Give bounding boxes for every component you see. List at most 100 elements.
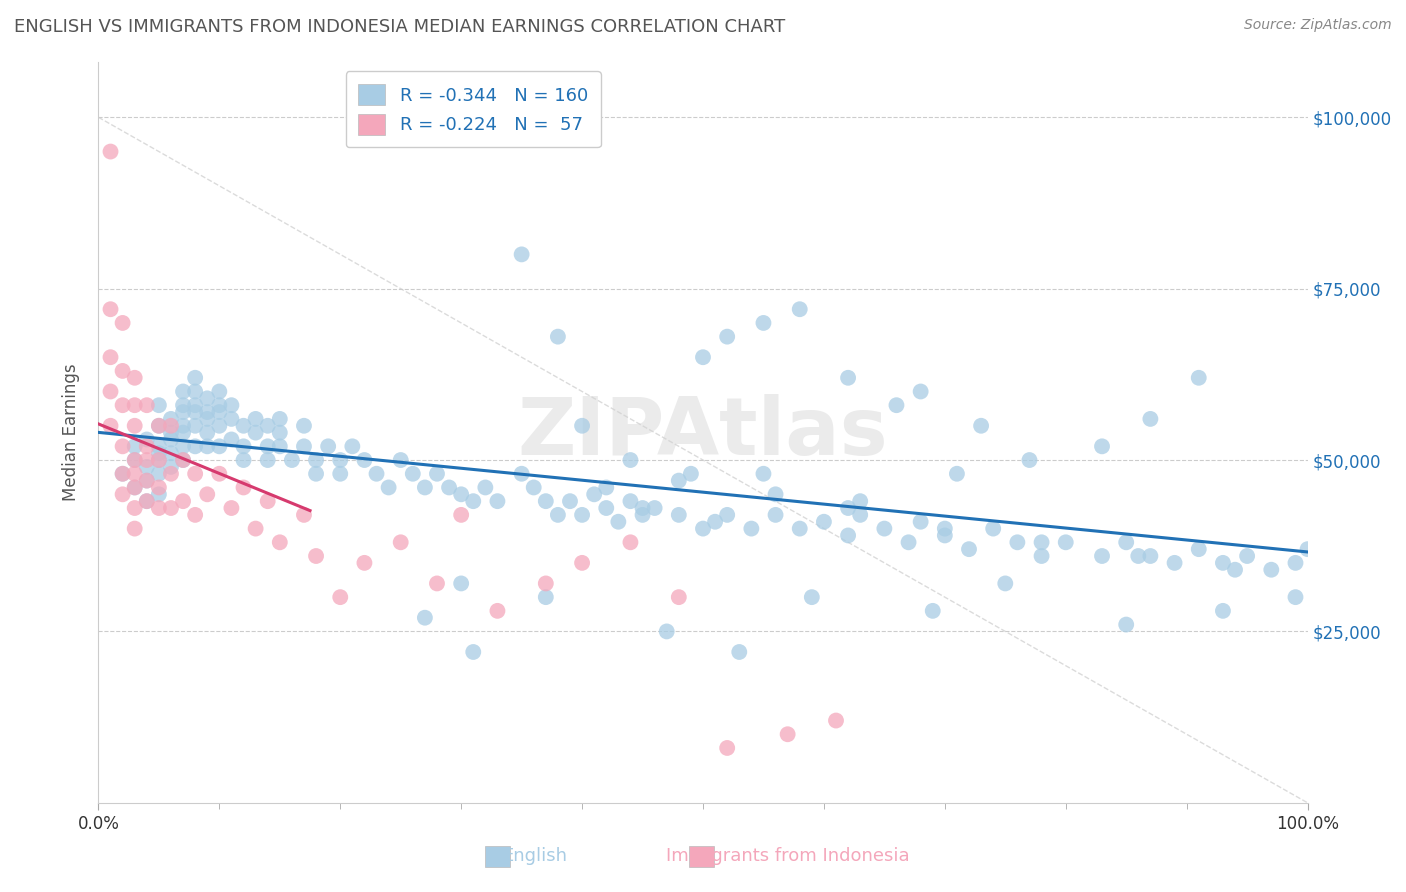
Point bbox=[124, 371, 146, 385]
Point bbox=[281, 453, 304, 467]
Point bbox=[897, 535, 920, 549]
Point bbox=[184, 508, 207, 522]
Point bbox=[716, 741, 738, 756]
Point bbox=[426, 576, 449, 591]
Point bbox=[534, 576, 557, 591]
Point bbox=[752, 316, 775, 330]
Point bbox=[679, 467, 702, 481]
Point bbox=[1260, 563, 1282, 577]
Point bbox=[534, 494, 557, 508]
Point bbox=[534, 590, 557, 604]
Point bbox=[148, 480, 170, 494]
Point bbox=[329, 590, 352, 604]
Point bbox=[305, 549, 328, 563]
Point bbox=[655, 624, 678, 639]
Point bbox=[426, 467, 449, 481]
Point bbox=[1188, 371, 1211, 385]
Point bbox=[668, 474, 690, 488]
Point bbox=[292, 418, 315, 433]
Text: ENGLISH VS IMMIGRANTS FROM INDONESIA MEDIAN EARNINGS CORRELATION CHART: ENGLISH VS IMMIGRANTS FROM INDONESIA MED… bbox=[14, 18, 786, 36]
Point bbox=[111, 467, 134, 481]
Point bbox=[172, 405, 194, 419]
Point bbox=[269, 412, 291, 426]
Point bbox=[910, 384, 932, 399]
Point bbox=[1223, 563, 1246, 577]
Point bbox=[305, 453, 328, 467]
Point bbox=[329, 453, 352, 467]
Point bbox=[124, 453, 146, 467]
Point bbox=[837, 501, 859, 516]
Point bbox=[221, 398, 243, 412]
Point bbox=[547, 329, 569, 343]
Point bbox=[111, 398, 134, 412]
Point bbox=[135, 433, 157, 447]
Point bbox=[221, 433, 243, 447]
Point bbox=[389, 535, 412, 549]
Point bbox=[631, 508, 654, 522]
Point bbox=[208, 398, 231, 412]
Point bbox=[100, 350, 122, 364]
Point bbox=[124, 439, 146, 453]
Point bbox=[100, 418, 122, 433]
Point bbox=[849, 508, 872, 522]
Point bbox=[124, 398, 146, 412]
Point bbox=[124, 480, 146, 494]
Point bbox=[256, 439, 278, 453]
Point bbox=[292, 508, 315, 522]
Text: Source: ZipAtlas.com: Source: ZipAtlas.com bbox=[1244, 18, 1392, 32]
Point bbox=[256, 453, 278, 467]
Point bbox=[172, 453, 194, 467]
Point bbox=[148, 453, 170, 467]
Point bbox=[704, 515, 727, 529]
Point bbox=[148, 398, 170, 412]
Point bbox=[269, 439, 291, 453]
Point bbox=[607, 515, 630, 529]
Point bbox=[135, 494, 157, 508]
Point bbox=[111, 487, 134, 501]
Point bbox=[389, 453, 412, 467]
Point bbox=[934, 522, 956, 536]
Point bbox=[124, 501, 146, 516]
Point bbox=[450, 576, 472, 591]
Point bbox=[160, 446, 183, 460]
Point bbox=[692, 522, 714, 536]
Point bbox=[353, 453, 375, 467]
Point bbox=[463, 645, 485, 659]
Point bbox=[160, 501, 183, 516]
Point bbox=[886, 398, 908, 412]
Point bbox=[571, 556, 593, 570]
Point bbox=[342, 439, 364, 453]
Point bbox=[184, 371, 207, 385]
Point bbox=[111, 364, 134, 378]
Point bbox=[946, 467, 969, 481]
Point bbox=[148, 467, 170, 481]
Point bbox=[245, 522, 267, 536]
Point bbox=[184, 439, 207, 453]
Point bbox=[631, 501, 654, 516]
Point bbox=[160, 425, 183, 440]
Point bbox=[837, 528, 859, 542]
Point bbox=[486, 494, 509, 508]
Point bbox=[184, 405, 207, 419]
Point bbox=[1128, 549, 1150, 563]
Point bbox=[172, 494, 194, 508]
Point bbox=[716, 508, 738, 522]
Point bbox=[148, 487, 170, 501]
Point bbox=[172, 418, 194, 433]
Point bbox=[195, 439, 218, 453]
Point bbox=[1139, 549, 1161, 563]
Point bbox=[160, 418, 183, 433]
Point bbox=[245, 425, 267, 440]
Point bbox=[148, 418, 170, 433]
Point bbox=[208, 467, 231, 481]
Point bbox=[547, 508, 569, 522]
Point bbox=[208, 405, 231, 419]
Point bbox=[329, 467, 352, 481]
Point bbox=[595, 501, 617, 516]
Point bbox=[957, 542, 980, 557]
Point bbox=[172, 439, 194, 453]
Point bbox=[100, 384, 122, 399]
Point bbox=[1007, 535, 1029, 549]
Point bbox=[195, 392, 218, 406]
Point bbox=[1296, 542, 1319, 557]
